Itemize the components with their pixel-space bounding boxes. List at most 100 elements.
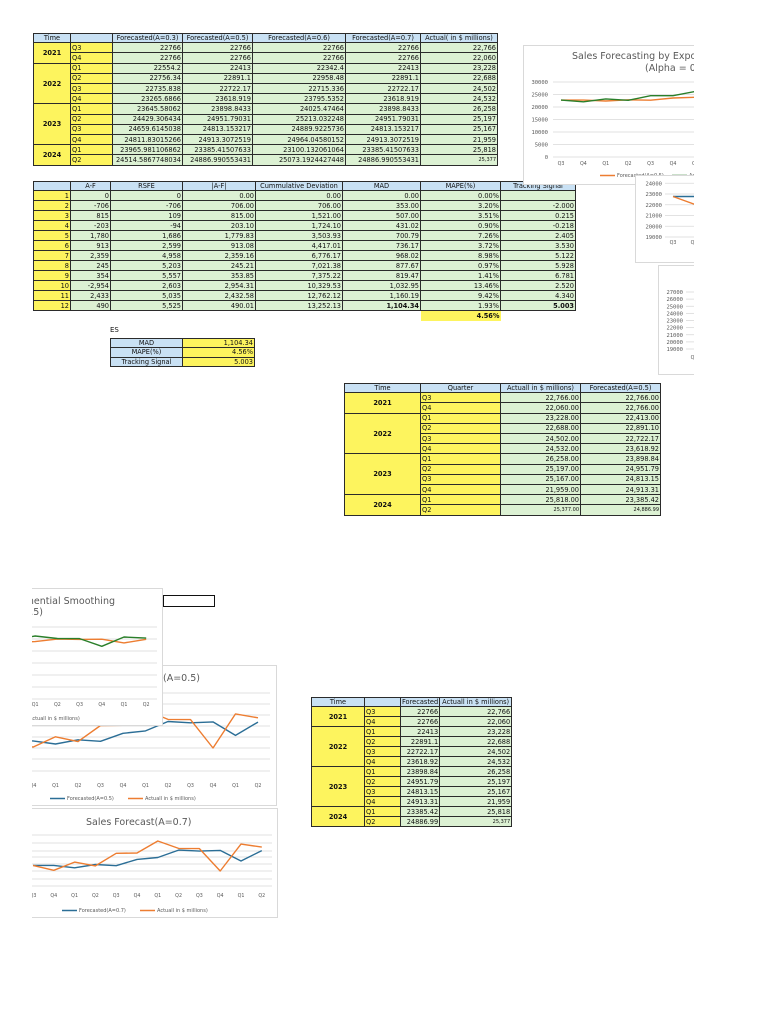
quarter-cell[interactable]: Q3 bbox=[420, 433, 501, 445]
value-cell[interactable]: 22766 bbox=[182, 52, 253, 64]
quarter-cell[interactable]: Q3 bbox=[420, 473, 501, 485]
period-index-cell[interactable]: 12 bbox=[33, 300, 71, 312]
value-cell[interactable]: 24659.6145038 bbox=[112, 123, 183, 135]
value-cell[interactable]: 25,818 bbox=[439, 806, 513, 818]
value-cell[interactable]: 2,433 bbox=[70, 290, 111, 302]
period-index-cell[interactable]: 1 bbox=[33, 190, 71, 202]
quarter-cell[interactable]: Q2 bbox=[364, 776, 401, 788]
quarter-cell[interactable]: Q2 bbox=[420, 463, 501, 475]
value-cell[interactable]: 5,525 bbox=[110, 300, 183, 312]
value-cell[interactable]: 24811.83015266 bbox=[112, 133, 183, 146]
exponential-smoothing-chart[interactable]: 050001000015000200002500030000Q3Q4Q1Q2Q3… bbox=[32, 588, 163, 726]
value-cell[interactable]: 4.340 bbox=[500, 290, 576, 302]
quarter-cell[interactable]: Q4 bbox=[420, 483, 501, 496]
quarter-cell[interactable]: Q3 bbox=[420, 392, 501, 404]
year-cell[interactable]: 2022 bbox=[33, 62, 71, 105]
value-cell[interactable]: 22413 bbox=[399, 726, 441, 738]
value-cell[interactable]: 9.42% bbox=[420, 290, 501, 302]
value-cell[interactable]: 24,532.00 bbox=[500, 443, 581, 455]
year-cell[interactable]: 2023 bbox=[33, 103, 71, 146]
value-cell[interactable]: 4,417.01 bbox=[255, 240, 343, 252]
value-cell[interactable]: 1,779.83 bbox=[182, 230, 256, 242]
value-cell[interactable]: 1,521.00 bbox=[255, 210, 343, 222]
value-cell[interactable]: 23618.92 bbox=[399, 756, 441, 768]
value-cell[interactable]: 4,958 bbox=[110, 250, 183, 262]
value-cell[interactable]: 25,197 bbox=[420, 113, 498, 125]
value-cell[interactable]: 26,258 bbox=[420, 103, 498, 115]
value-cell[interactable]: 6,776.17 bbox=[255, 250, 343, 262]
value-cell[interactable]: 5,557 bbox=[110, 270, 183, 282]
value-cell[interactable]: 22,766.00 bbox=[580, 392, 661, 404]
value-cell[interactable]: 6.781 bbox=[500, 270, 576, 282]
period-index-cell[interactable]: 2 bbox=[33, 200, 71, 212]
quarter-cell[interactable]: Q2 bbox=[364, 736, 401, 748]
quarter-cell[interactable]: Q4 bbox=[364, 796, 401, 808]
quarter-cell[interactable]: Q1 bbox=[364, 806, 401, 818]
value-cell[interactable]: -203 bbox=[70, 220, 111, 232]
value-cell[interactable]: 24,813.15 bbox=[580, 473, 661, 485]
value-cell[interactable]: 22891.1 bbox=[345, 72, 421, 85]
year-cell[interactable]: 2021 bbox=[311, 706, 365, 728]
period-index-cell[interactable]: 8 bbox=[33, 260, 71, 272]
quarter-cell[interactable]: Q4 bbox=[420, 443, 501, 455]
value-cell[interactable]: 22891.1 bbox=[182, 72, 253, 85]
value-cell[interactable]: 7,375.22 bbox=[255, 270, 343, 282]
value-cell[interactable]: 490.01 bbox=[182, 300, 256, 312]
value-cell[interactable]: 23795.5352 bbox=[252, 93, 346, 105]
value-cell[interactable]: 24951.79031 bbox=[182, 113, 253, 125]
value-cell[interactable]: 3.51% bbox=[420, 210, 501, 222]
value-cell[interactable]: 21,959 bbox=[439, 796, 513, 808]
value-cell[interactable]: 700.79 bbox=[342, 230, 421, 242]
metric-value[interactable]: 1,104.34 bbox=[182, 337, 255, 349]
year-cell[interactable]: 2022 bbox=[311, 726, 365, 768]
value-cell[interactable]: -0.218 bbox=[500, 220, 576, 232]
value-cell[interactable]: 23,228 bbox=[439, 726, 513, 738]
year-cell[interactable]: 2024 bbox=[344, 494, 421, 516]
value-cell[interactable]: 23965.981106862 bbox=[112, 144, 183, 156]
mape-average-cell[interactable]: 4.56% bbox=[420, 310, 501, 321]
quarter-cell[interactable]: Q1 bbox=[364, 726, 401, 738]
value-cell[interactable]: 24514.5867748034 bbox=[112, 154, 183, 166]
quarter-cell[interactable]: Q3 bbox=[364, 786, 401, 798]
value-cell[interactable]: 819.47 bbox=[342, 270, 421, 282]
quarter-cell[interactable]: Q4 bbox=[70, 52, 113, 64]
value-cell[interactable]: 2,599 bbox=[110, 240, 183, 252]
quarter-cell[interactable]: Q4 bbox=[364, 716, 401, 728]
value-cell[interactable]: 2.405 bbox=[500, 230, 576, 242]
value-cell[interactable]: 1.93% bbox=[420, 300, 501, 312]
value-cell[interactable]: 3.72% bbox=[420, 240, 501, 252]
value-cell[interactable]: 22,766 bbox=[439, 706, 513, 718]
value-cell[interactable]: 913.08 bbox=[182, 240, 256, 252]
value-cell[interactable]: 22891.1 bbox=[399, 736, 441, 748]
value-cell[interactable]: 25,197 bbox=[439, 776, 513, 788]
quarter-cell[interactable]: Q3 bbox=[70, 123, 113, 135]
value-cell[interactable]: 353.00 bbox=[342, 200, 421, 212]
quarter-cell[interactable]: Q2 bbox=[70, 113, 113, 125]
value-cell[interactable]: 22766 bbox=[399, 706, 441, 718]
value-cell[interactable]: 22,060 bbox=[439, 716, 513, 728]
value-cell[interactable]: 1.41% bbox=[420, 270, 501, 282]
value-cell[interactable]: 8.98% bbox=[420, 250, 501, 262]
value-cell[interactable]: 25,818 bbox=[420, 144, 498, 156]
value-cell[interactable] bbox=[500, 190, 576, 202]
year-cell[interactable]: 2024 bbox=[33, 144, 71, 166]
sales-forecasting-chart[interactable]: 0 5000 10000 15000 20000 25000 30000 Q3 Q4 Q1 Q2 Q3… bbox=[523, 45, 694, 185]
value-cell[interactable]: 23,385.42 bbox=[580, 494, 661, 506]
value-cell[interactable]: 22766 bbox=[345, 42, 421, 54]
value-cell[interactable]: 24951.79 bbox=[399, 776, 441, 788]
value-cell[interactable]: 706.00 bbox=[255, 200, 343, 212]
value-cell[interactable]: 22722.17 bbox=[399, 746, 441, 758]
value-cell[interactable]: 22766 bbox=[182, 42, 253, 54]
value-cell[interactable]: 12,762.12 bbox=[255, 290, 343, 302]
value-cell[interactable]: 25,377 bbox=[420, 154, 498, 166]
value-cell[interactable]: 24,532 bbox=[420, 93, 498, 105]
value-cell[interactable]: 22722.17 bbox=[182, 83, 253, 95]
value-cell[interactable]: 24913.31 bbox=[399, 796, 441, 808]
value-cell[interactable]: 5.003 bbox=[500, 300, 576, 312]
value-cell[interactable]: 7,021.38 bbox=[255, 260, 343, 272]
year-cell[interactable]: 2021 bbox=[33, 42, 71, 64]
sales-forecast-zoom-chart[interactable]: 19000 20000 21000 22000 23000 24000 Q3 Q4 Q1 Q2 Q3… bbox=[635, 175, 694, 263]
period-index-cell[interactable]: 10 bbox=[33, 280, 71, 292]
value-cell[interactable]: 490 bbox=[70, 300, 111, 312]
period-index-cell[interactable]: 11 bbox=[33, 290, 71, 302]
